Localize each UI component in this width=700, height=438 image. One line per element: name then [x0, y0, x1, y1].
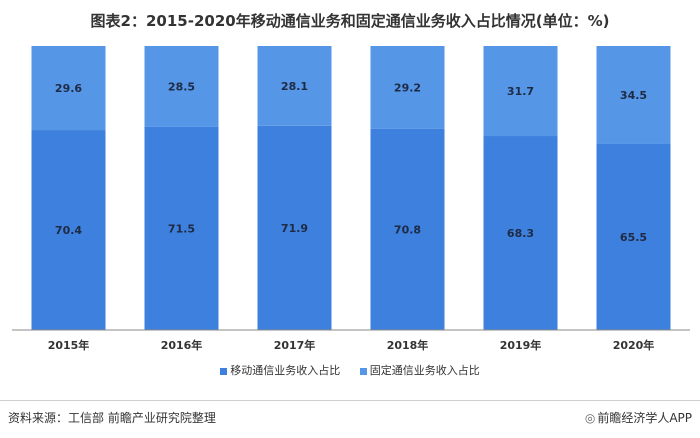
bar-mobile-4 [483, 136, 558, 330]
bars-group: 70.4 29.6 71.5 28.5 71.9 28.1 70.8 29.2 68.3 31.7… [31, 46, 671, 330]
bar-mobile-1 [144, 126, 219, 330]
x-tick-label-0: 2015年 [48, 338, 90, 352]
legend-item-fixed: 固定通信业务收入占比 [359, 362, 480, 378]
stacked-bar-chart: 70.4 29.6 71.5 28.5 71.9 28.1 70.8 29.2 68.3 31.7… [12, 46, 690, 352]
bar-mobile-2 [257, 125, 332, 330]
x-tick-label-3: 2018年 [387, 338, 429, 352]
legend-item-mobile: 移动通信业务收入占比 [220, 362, 340, 378]
bar-mobile-0 [31, 130, 106, 330]
bar-mobile-3 [370, 128, 445, 330]
legend-swatch-mobile [220, 367, 228, 375]
x-tick-labels: 2015年 2016年 2017年 2018年 2019年 2020年 [48, 338, 655, 352]
data-label-mobile-3: 70.8 [394, 223, 421, 236]
legend-label-fixed: 固定通信业务收入占比 [369, 364, 480, 377]
legend: 移动通信业务收入占比 固定通信业务收入占比 [0, 362, 700, 378]
data-label-fixed-3: 29.2 [394, 81, 421, 94]
data-label-fixed-1: 28.5 [168, 80, 195, 93]
legend-label-mobile: 移动通信业务收入占比 [230, 364, 341, 377]
data-label-mobile-0: 70.4 [55, 224, 82, 237]
source-note: 资料来源：工信部 前瞻产业研究院整理 [8, 411, 216, 425]
x-tick-label-5: 2020年 [613, 338, 655, 352]
footer-divider [0, 400, 700, 401]
x-tick-label-1: 2016年 [161, 338, 203, 352]
bar-fixed-2 [257, 46, 332, 126]
bar-mobile-5 [596, 143, 671, 330]
bar-fixed-1 [144, 46, 219, 127]
x-tick-label-2: 2017年 [274, 338, 316, 352]
bar-fixed-5 [596, 46, 671, 144]
legend-swatch-fixed [359, 367, 367, 375]
data-label-fixed-4: 31.7 [507, 85, 534, 98]
bar-fixed-3 [370, 46, 445, 129]
footer: 资料来源：工信部 前瞻产业研究院整理 ◎ 前瞻经济学人APP [0, 400, 700, 438]
brand-label: ◎ 前瞻经济学人APP [585, 409, 692, 426]
data-label-mobile-5: 65.5 [620, 231, 647, 244]
x-tick-label-4: 2019年 [500, 338, 542, 352]
data-label-mobile-2: 71.9 [281, 222, 308, 235]
data-label-fixed-5: 34.5 [620, 89, 647, 102]
bar-fixed-0 [31, 46, 106, 131]
bar-fixed-4 [483, 46, 558, 137]
data-label-fixed-0: 29.6 [55, 82, 82, 95]
data-label-mobile-1: 71.5 [168, 222, 195, 235]
data-label-fixed-2: 28.1 [281, 80, 308, 93]
brand-logo-icon: ◎ [584, 411, 596, 425]
data-label-mobile-4: 68.3 [507, 227, 534, 240]
chart-title: 图表2：2015-2020年移动通信业务和固定通信业务收入占比情况(单位：%) [90, 12, 610, 30]
brand-text: 前瞻经济学人APP [597, 411, 692, 425]
